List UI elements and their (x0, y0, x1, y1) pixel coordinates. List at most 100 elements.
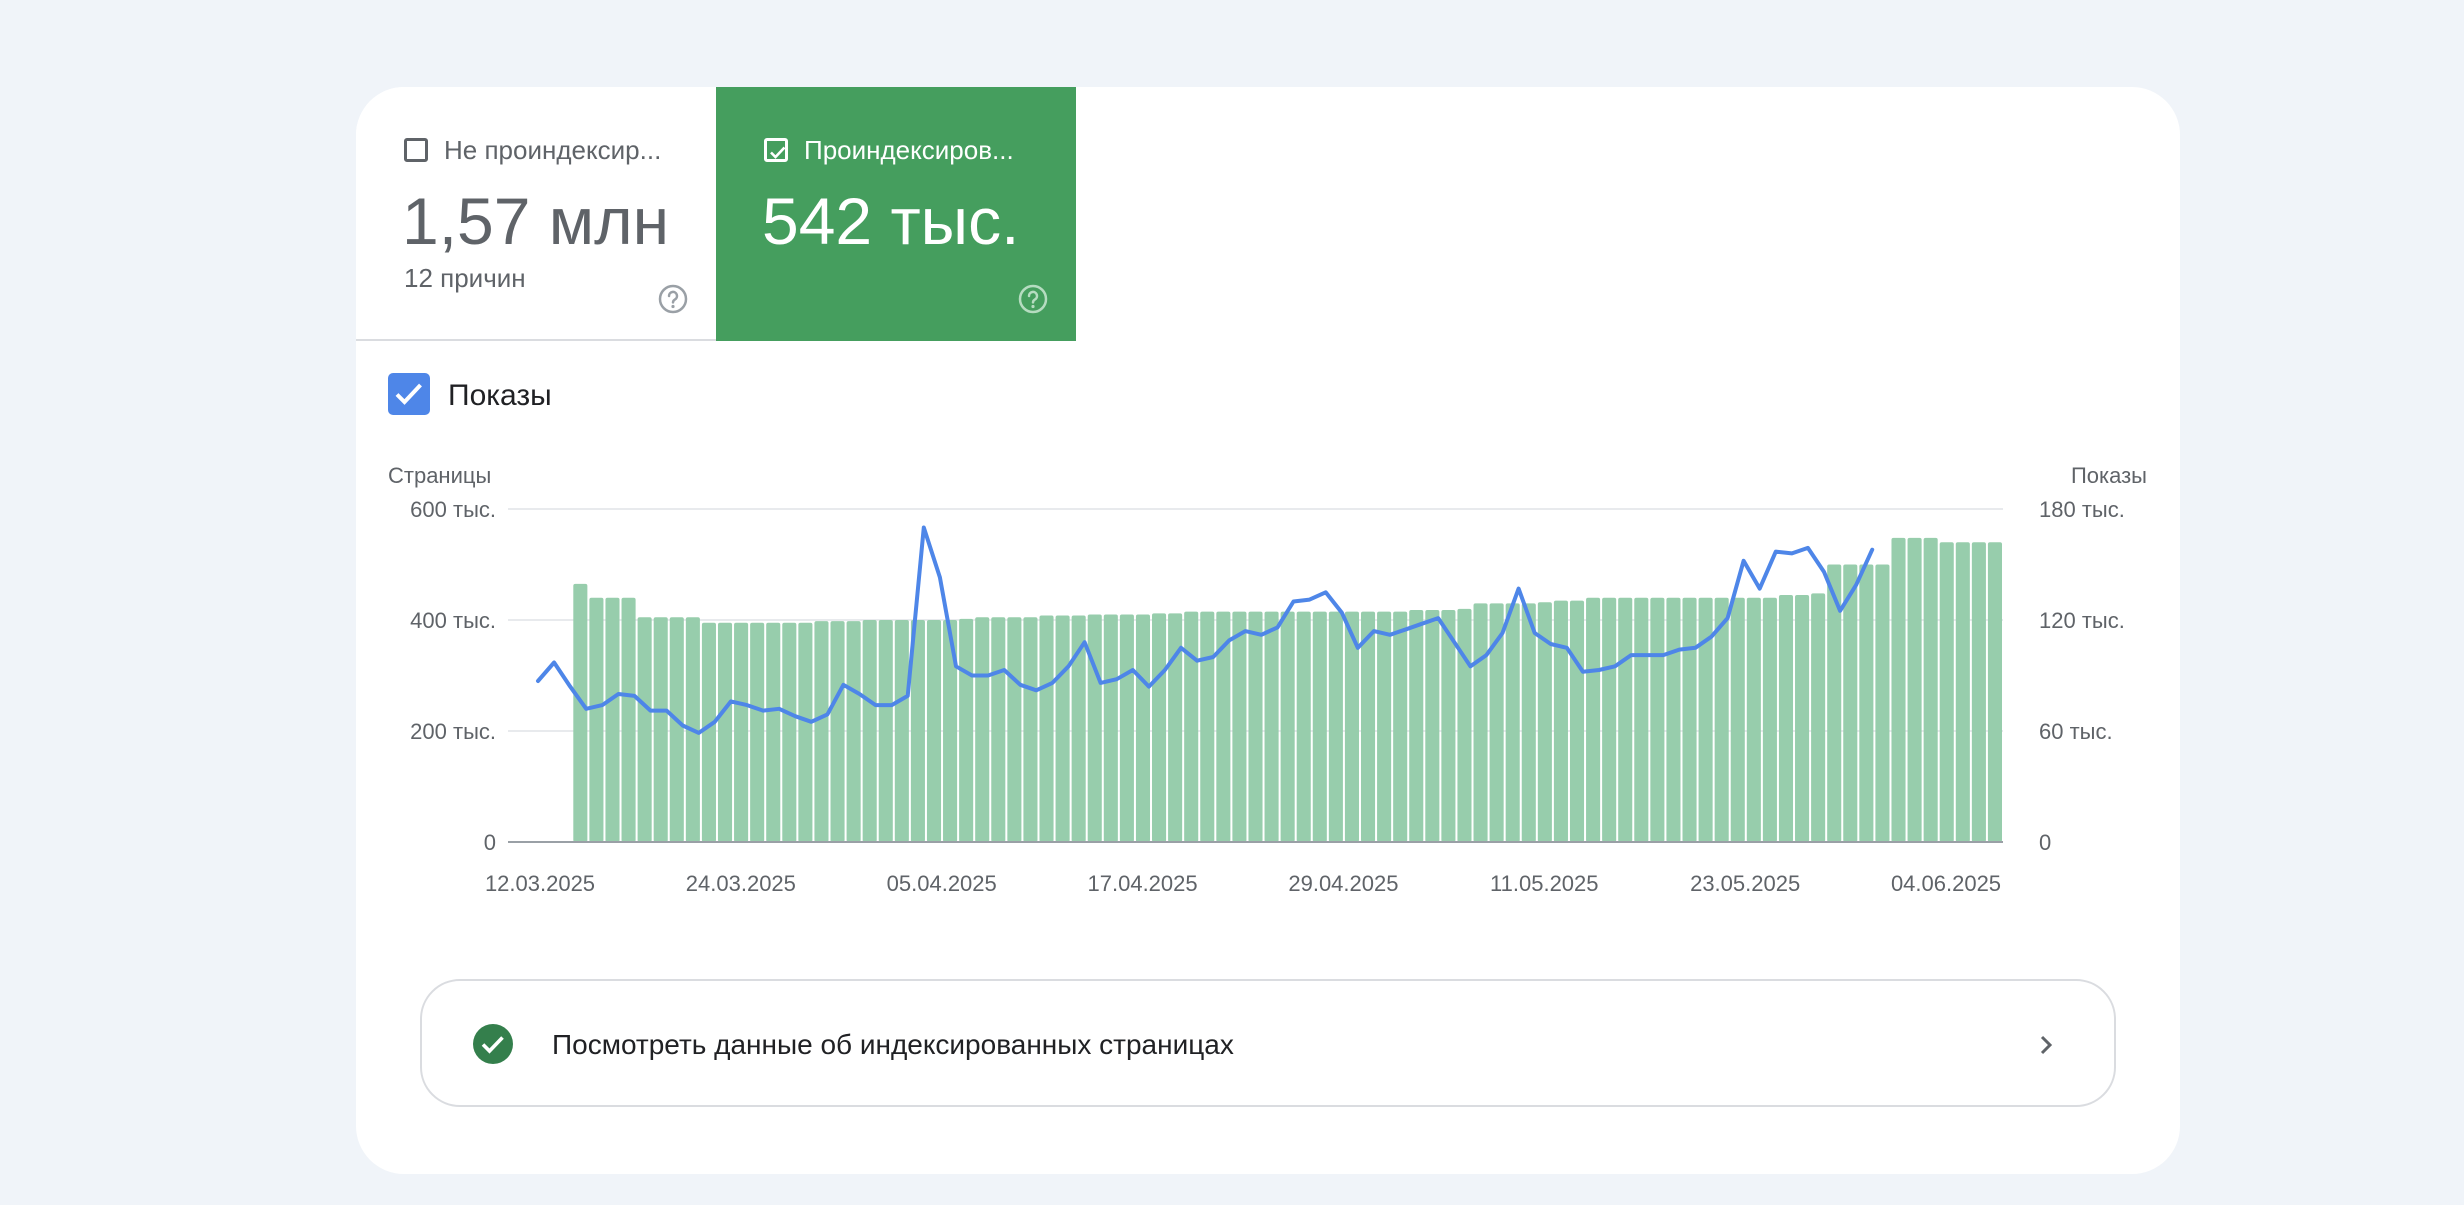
x-tick-label: 04.06.2025 (1891, 871, 2001, 896)
pages-bar (830, 621, 845, 842)
impressions-checkbox[interactable] (388, 373, 430, 415)
tab-not-indexed[interactable]: Не проиндексир... 1,57 млн 12 причин (356, 87, 716, 341)
pages-bar (701, 622, 716, 842)
x-tick-label: 12.03.2025 (485, 871, 595, 896)
tab-not-indexed-reasons: 12 причин (404, 263, 526, 293)
pages-bar (959, 618, 974, 842)
pages-bar (894, 620, 909, 842)
check-circle-icon (473, 1024, 513, 1064)
pages-bar (637, 617, 652, 842)
pages-bar (1634, 597, 1649, 842)
impressions-toggle-label: Показы (448, 379, 552, 412)
pages-bar (717, 622, 733, 842)
pages-bar (1425, 610, 1440, 842)
pages-bar (1087, 614, 1102, 842)
x-tick-label: 29.04.2025 (1288, 871, 1398, 896)
pages-bar (1907, 537, 1922, 842)
pages-bar (1344, 611, 1359, 842)
x-tick-label: 17.04.2025 (1088, 871, 1198, 896)
pages-bar (1811, 593, 1826, 842)
pages-bar (1489, 603, 1504, 842)
pages-bar (1312, 611, 1327, 842)
page-indexing-card: Страницы Показы 0 200 тыс. 400 тыс. 600 тыс… (356, 87, 2180, 1174)
pages-bar (653, 617, 668, 842)
pages-bar (1537, 602, 1552, 842)
pages-bar (1923, 537, 1938, 842)
pages-bar (991, 617, 1006, 842)
indexed-checkbox[interactable] (764, 138, 788, 162)
pages-bar (766, 622, 781, 842)
pages-bar (734, 622, 749, 842)
pages-bar (1971, 542, 1986, 842)
pages-bar (621, 597, 636, 842)
pages-bar (782, 622, 797, 842)
x-tick-label: 05.04.2025 (887, 871, 997, 896)
pages-bar (1200, 611, 1215, 842)
pages-bar (1714, 597, 1729, 842)
pages-bar (1168, 613, 1183, 842)
pages-bar (1650, 597, 1665, 842)
y-tick-label: 400 тыс. (410, 608, 496, 633)
pages-bar (1827, 564, 1842, 842)
check-icon (395, 383, 422, 405)
x-tick-label: 24.03.2025 (686, 871, 796, 896)
pages-bar (1377, 611, 1392, 842)
pages-bar (1248, 611, 1263, 842)
tab-not-indexed-value: 1,57 млн (402, 184, 670, 258)
pages-bar (1280, 611, 1295, 842)
pages-bar (1007, 617, 1022, 842)
y2-tick-label: 120 тыс. (2039, 608, 2125, 633)
pages-bar (1795, 595, 1810, 842)
pages-bar (1505, 603, 1520, 842)
y-tick-label: 0 (484, 830, 496, 855)
help-circle-icon[interactable] (657, 283, 689, 315)
impressions-line (536, 525, 1875, 735)
pages-bar (1955, 542, 1970, 842)
pages-bar (1232, 611, 1247, 842)
pages-bar (1296, 611, 1311, 842)
pages-bar (1473, 603, 1488, 842)
pages-bar (1441, 610, 1456, 842)
chevron-right-icon (2040, 1035, 2053, 1055)
pages-bar (943, 620, 958, 842)
check-icon (770, 146, 786, 159)
pages-bar (1762, 597, 1777, 842)
pages-bar (1939, 542, 1954, 842)
view-indexed-pages-link[interactable]: Посмотреть данные об индексированных стр… (420, 979, 2116, 1107)
pages-bar (1987, 542, 2002, 842)
tab-indexed-label: Проиндексиров... (804, 135, 1014, 165)
pages-bar (1843, 564, 1858, 842)
pages-bar (573, 583, 588, 842)
tab-not-indexed-label: Не проиндексир... (444, 135, 662, 165)
right-axis-title: Показы (2071, 463, 2147, 488)
y2-tick-label: 60 тыс. (2039, 719, 2113, 744)
tab-indexed-value: 542 тыс. (762, 184, 1020, 258)
pages-bar (1023, 617, 1038, 842)
y2-tick-label: 0 (2039, 830, 2051, 855)
pages-bar (846, 621, 861, 842)
pages-bar (1553, 600, 1568, 842)
pages-bar (975, 617, 990, 842)
pages-bar (589, 597, 604, 842)
pages-bar (814, 621, 829, 842)
pages-bar (669, 617, 684, 842)
view-indexed-pages-text: Посмотреть данные об индексированных стр… (552, 1029, 1234, 1060)
left-axis-title: Страницы (388, 463, 491, 488)
pages-bar (685, 617, 700, 842)
pages-bar (878, 620, 893, 842)
pages-bar (798, 622, 813, 842)
tab-indexed[interactable]: Проиндексиров... 542 тыс. (716, 87, 1076, 341)
pages-bar (1103, 614, 1118, 842)
y-tick-label: 200 тыс. (410, 719, 496, 744)
not-indexed-checkbox[interactable] (404, 138, 428, 162)
pages-bar (1891, 537, 1906, 842)
pages-bar (605, 597, 620, 842)
pages-bar (862, 620, 877, 842)
pages-bar (1184, 611, 1199, 842)
pages-bar (1618, 597, 1633, 842)
pages-bar (1746, 597, 1761, 842)
help-circle-icon[interactable] (1017, 283, 1049, 315)
y2-tick-label: 180 тыс. (2039, 497, 2125, 522)
pages-bar (1216, 611, 1231, 842)
status-tabs: Не проиндексир... 1,57 млн 12 причин Про… (356, 87, 1076, 341)
